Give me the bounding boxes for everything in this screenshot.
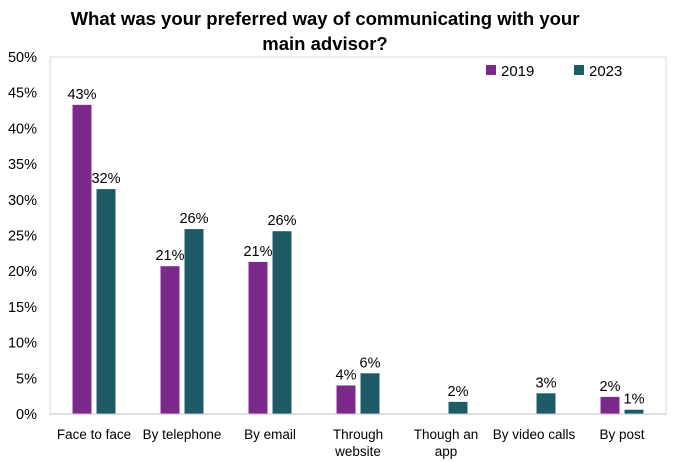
x-tick-label: Face to face bbox=[57, 427, 131, 442]
data-label: 6% bbox=[360, 355, 381, 371]
legend-label: 2019 bbox=[501, 63, 534, 80]
legend-swatch bbox=[486, 65, 496, 75]
bar-2023-face-to-face bbox=[96, 189, 116, 414]
data-label: 3% bbox=[536, 375, 557, 391]
x-tick-label: Through bbox=[333, 427, 383, 442]
y-tick-label: 50% bbox=[8, 50, 37, 66]
bar-2019-face-to-face bbox=[72, 104, 92, 414]
data-label: 2% bbox=[448, 384, 469, 400]
y-tick-label: 5% bbox=[16, 371, 37, 387]
data-label: 1% bbox=[624, 392, 645, 408]
data-label: 21% bbox=[155, 248, 184, 264]
data-label: 43% bbox=[67, 87, 96, 103]
y-tick-label: 35% bbox=[8, 157, 37, 173]
data-label: 21% bbox=[243, 244, 272, 260]
x-tick-label: By email bbox=[244, 427, 296, 442]
data-label: 4% bbox=[336, 367, 357, 383]
x-tick-label: By post bbox=[599, 427, 644, 442]
data-label: 2% bbox=[600, 379, 621, 395]
x-axis: Face to face By telephone By email Through w… bbox=[50, 413, 666, 459]
data-label: 26% bbox=[179, 211, 208, 227]
y-tick-label: 45% bbox=[8, 86, 37, 102]
y-tick-label: 40% bbox=[8, 121, 37, 137]
y-tick-label: 15% bbox=[8, 300, 37, 316]
bar-2019-by-telephone bbox=[160, 266, 180, 414]
x-tick-label: By video calls bbox=[493, 427, 576, 442]
y-axis: 0% 5% 10% 15% 20% 25% 30% 35% 40% 45% 50% bbox=[8, 50, 37, 423]
legend-swatch bbox=[574, 65, 584, 75]
legend: 2019 2023 bbox=[486, 63, 622, 80]
bar-2023-by-post bbox=[624, 409, 644, 414]
bar-2019-by-email bbox=[248, 261, 268, 414]
y-tick-label: 10% bbox=[8, 336, 37, 352]
bar-2023-though-an-app bbox=[448, 401, 468, 414]
y-tick-label: 0% bbox=[16, 407, 37, 423]
bar-series-group: 43% 21% 21% 4% 2% 32% 26% 26% 6% 2% 3% 1% bbox=[67, 87, 645, 414]
plot-area-frame bbox=[49, 56, 667, 415]
x-tick-label: app bbox=[435, 444, 458, 459]
bar-2023-by-telephone bbox=[184, 229, 204, 414]
bar-2023-through-website bbox=[360, 373, 380, 414]
bar-2019-by-post bbox=[600, 396, 620, 414]
legend-label: 2023 bbox=[589, 63, 622, 80]
x-tick-label: Though an bbox=[414, 427, 479, 442]
y-tick-label: 30% bbox=[8, 193, 37, 209]
chart-title-line: main advisor? bbox=[262, 33, 388, 54]
bar-2019-through-website bbox=[336, 385, 356, 414]
y-tick-label: 25% bbox=[8, 229, 37, 245]
y-tick-label: 20% bbox=[8, 264, 37, 280]
chart-title: What was your preferred way of communica… bbox=[0, 6, 650, 56]
data-label: 32% bbox=[91, 171, 120, 187]
bar-2023-by-video-calls bbox=[536, 393, 556, 414]
x-tick-label: By telephone bbox=[143, 427, 222, 442]
x-tick-label: website bbox=[334, 444, 381, 459]
chart-title-line: What was your preferred way of communica… bbox=[70, 8, 580, 29]
bar-2023-by-email bbox=[272, 231, 292, 414]
data-label: 26% bbox=[267, 213, 296, 229]
